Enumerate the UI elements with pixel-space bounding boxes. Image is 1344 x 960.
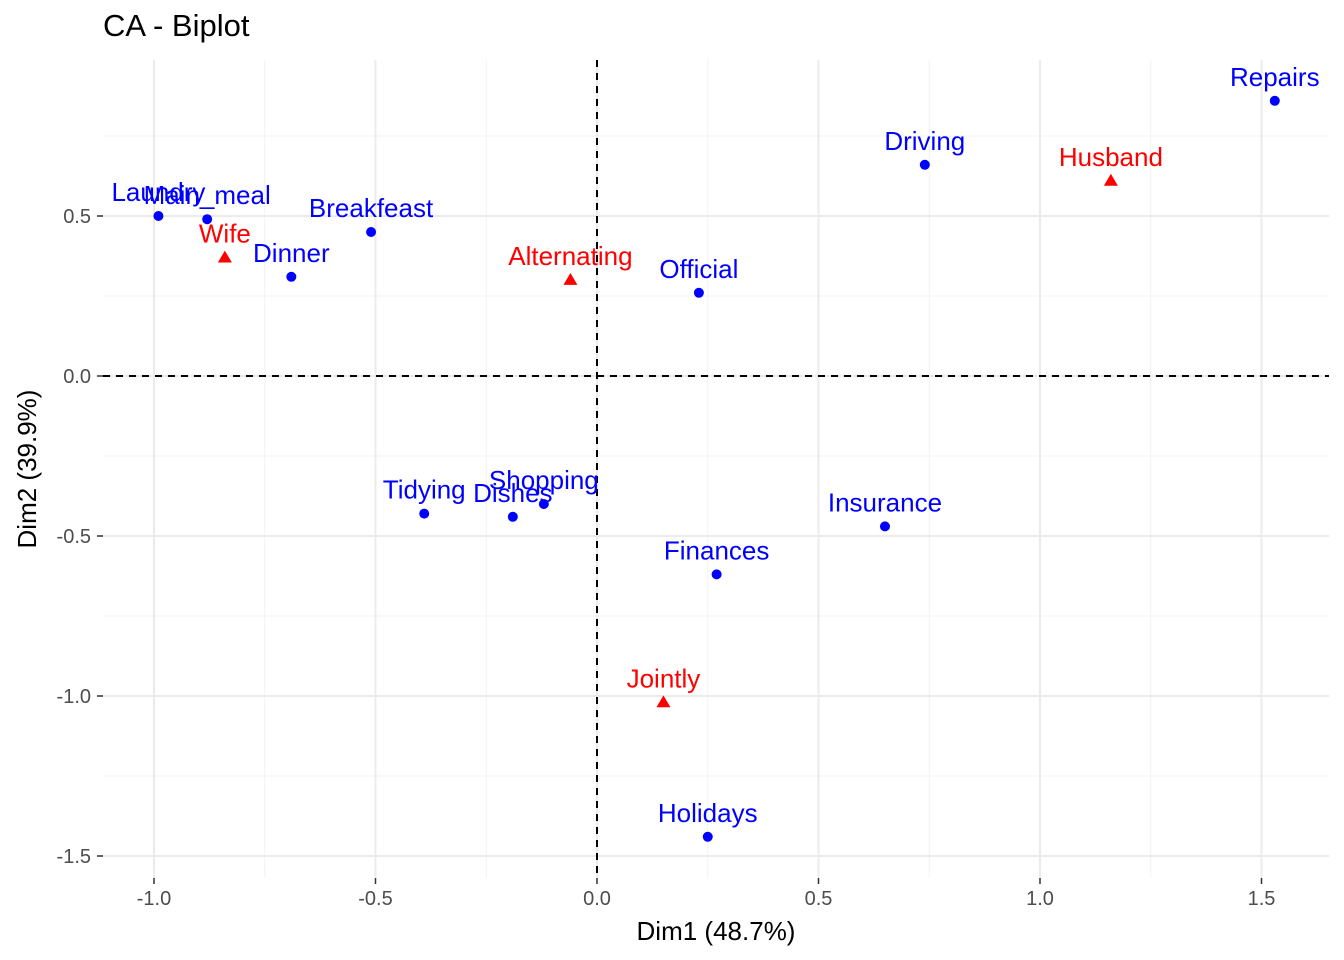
- label-dinner: Dinner: [253, 238, 330, 268]
- y-axis-ticks: 0.5 0.0 -0.5 -1.0 -1.5: [57, 206, 103, 868]
- point-official: [693, 287, 704, 298]
- y-tick-label: 0.5: [63, 206, 91, 228]
- label-dishes: Dishes: [473, 478, 552, 508]
- label-jointly: Jointly: [627, 663, 701, 693]
- point-dinner: [286, 271, 297, 282]
- label-repairs: Repairs: [1230, 62, 1320, 92]
- label-holidays: Holidays: [658, 798, 758, 828]
- major-gridlines: [103, 60, 1329, 878]
- label-wife: Wife: [199, 219, 251, 249]
- y-axis-title: Dim2 (39.9%): [12, 390, 42, 549]
- label-breakfeast: Breakfeast: [309, 193, 434, 223]
- point-jointly: [656, 695, 671, 708]
- point-breakfeast: [366, 227, 377, 237]
- label-insurance: Insurance: [828, 487, 942, 517]
- reference-lines: [103, 60, 1329, 878]
- point-alternating: [563, 273, 578, 285]
- label-tidying: Tidying: [383, 475, 466, 505]
- x-tick-label: -1.0: [137, 888, 171, 910]
- y-tick-label: -0.5: [57, 526, 91, 548]
- label-alternating: Alternating: [508, 241, 632, 271]
- point-repairs: [1269, 95, 1280, 106]
- point-insurance: [879, 521, 890, 532]
- y-tick-label: -1.5: [57, 846, 91, 868]
- point-finances: [711, 569, 722, 580]
- label-driving: Driving: [884, 126, 965, 156]
- x-tick-label: 0.5: [805, 888, 833, 910]
- x-tick-label: 1.5: [1248, 888, 1276, 910]
- data-points: [153, 95, 1280, 842]
- x-axis-title: Dim1 (48.7%): [637, 916, 796, 946]
- y-tick-label: 0.0: [63, 366, 91, 388]
- point-shopping: [538, 499, 549, 509]
- x-tick-label: -0.5: [358, 888, 392, 910]
- y-tick-label: -1.0: [57, 686, 91, 708]
- minor-gridlines: [103, 60, 1329, 878]
- point-husband: [1103, 173, 1118, 186]
- point-wife: [217, 250, 232, 263]
- point-tidying: [419, 508, 430, 519]
- point-driving: [919, 159, 930, 170]
- point-laundry: [153, 211, 164, 221]
- label-finances: Finances: [664, 535, 770, 565]
- point-main-meal: [202, 214, 213, 225]
- x-axis-ticks: -1.0 -0.5 0.0 0.5 1.0 1.5: [137, 878, 1276, 910]
- label-shopping: Shopping: [489, 465, 599, 495]
- label-laundry: Laundry: [111, 177, 205, 207]
- label-main-meal: Main_meal: [144, 180, 271, 210]
- point-holidays: [702, 831, 713, 842]
- x-tick-label: 1.0: [1026, 888, 1054, 910]
- x-tick-label: 0.0: [583, 888, 611, 910]
- label-husband: Husband: [1059, 142, 1163, 172]
- label-official: Official: [659, 254, 738, 284]
- point-dishes: [507, 511, 518, 522]
- chart-title: CA - Biplot: [103, 8, 250, 43]
